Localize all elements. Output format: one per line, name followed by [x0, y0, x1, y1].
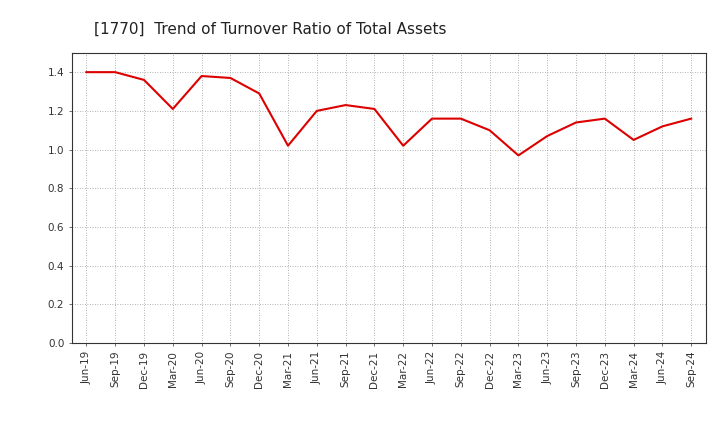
- Text: [1770]  Trend of Turnover Ratio of Total Assets: [1770] Trend of Turnover Ratio of Total …: [94, 22, 446, 37]
